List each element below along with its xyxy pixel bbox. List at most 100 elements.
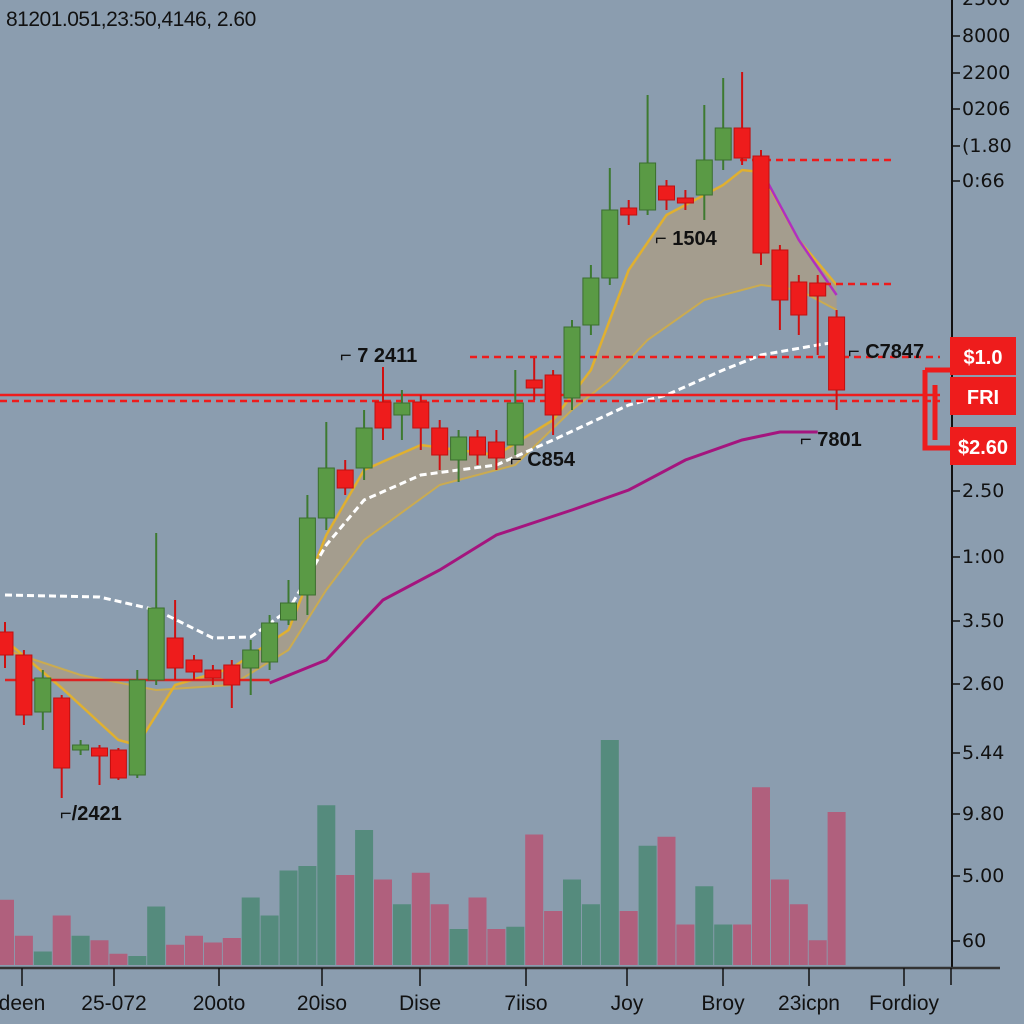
candle-body bbox=[450, 436, 468, 461]
y-tick-label: 0:66 bbox=[962, 170, 1005, 192]
volume-bar bbox=[14, 935, 33, 965]
price-tag-box bbox=[950, 427, 1016, 465]
volume-bar bbox=[411, 872, 430, 965]
candle-body bbox=[582, 277, 600, 326]
price-tag-10[interactable]: $1.0 bbox=[950, 337, 1016, 375]
x-tick-label: Broy bbox=[701, 992, 745, 1015]
price-annotation: ⌐ 7801 bbox=[800, 429, 862, 451]
candle-body bbox=[242, 649, 260, 669]
candle-body bbox=[676, 197, 694, 204]
volume-bar bbox=[279, 870, 298, 965]
volume-bar bbox=[808, 940, 827, 965]
volume-bar bbox=[166, 944, 185, 965]
x-tick-label: 7iiso bbox=[504, 992, 547, 1015]
x-tick-label: 20iso bbox=[297, 992, 347, 1015]
volume-bar bbox=[752, 787, 770, 965]
candle-body bbox=[487, 441, 505, 459]
volume-bar bbox=[109, 953, 128, 965]
y-tick-label: 5.44 bbox=[962, 742, 1004, 764]
price-annotation: ⌐ 7 2411 bbox=[340, 345, 417, 367]
candle-body bbox=[714, 127, 732, 161]
price-annotation: ⌐ C854 bbox=[510, 449, 576, 471]
y-tick-label: 3.50 bbox=[962, 610, 1004, 632]
volume-bar bbox=[468, 897, 487, 965]
y-tick-label: 2200 bbox=[962, 62, 1010, 84]
volume-bar bbox=[336, 875, 355, 965]
volume-bar bbox=[619, 911, 638, 965]
candle-body bbox=[506, 402, 524, 446]
ma-magenta-line bbox=[269, 430, 818, 685]
y-tick-label: 1:00 bbox=[962, 546, 1005, 568]
price-tag-fri[interactable]: FRI bbox=[950, 377, 1016, 415]
candle-body bbox=[109, 749, 127, 779]
price-annotation: ⌐/2421 bbox=[60, 803, 122, 825]
x-tick-label: Fordioy bbox=[869, 992, 940, 1015]
candle-body bbox=[317, 467, 335, 519]
candle-body bbox=[431, 427, 449, 456]
price-tag-box bbox=[950, 377, 1016, 415]
price-annotation: ⌐ C7847 bbox=[848, 341, 924, 363]
candle-body bbox=[563, 326, 581, 399]
x-tick-label: Joy bbox=[611, 992, 644, 1015]
candle-body bbox=[204, 669, 222, 679]
volume-bar bbox=[449, 929, 468, 965]
candle-body bbox=[34, 677, 52, 713]
y-tick-label: 2.50 bbox=[962, 480, 1004, 502]
price-annotation: ⌐ 1504 bbox=[655, 228, 718, 250]
y-tick-label: 60 bbox=[962, 930, 986, 952]
x-tick-label: 23icpn bbox=[778, 992, 840, 1015]
x-tick-label: deen bbox=[0, 992, 45, 1015]
volume-bar bbox=[374, 879, 392, 965]
volume-bar bbox=[770, 879, 789, 965]
candle-body bbox=[393, 402, 411, 416]
volume-bar bbox=[0, 899, 14, 965]
candle-body bbox=[752, 155, 770, 254]
candle-body bbox=[53, 697, 71, 769]
candle-body bbox=[374, 401, 392, 429]
candle-body bbox=[261, 622, 279, 663]
x-tick-label: 25-072 bbox=[81, 992, 146, 1015]
candle-body bbox=[91, 747, 108, 757]
candle-body bbox=[355, 427, 373, 469]
candle-body bbox=[147, 607, 165, 681]
ma-purple-line bbox=[759, 169, 838, 296]
price-tag-label: FRI bbox=[967, 387, 999, 409]
volume-bar bbox=[260, 915, 279, 965]
volume-bar bbox=[544, 911, 563, 965]
candle-body bbox=[336, 469, 354, 489]
candle-body bbox=[601, 209, 619, 279]
band-lower-line bbox=[4, 283, 838, 692]
candle-body bbox=[658, 185, 675, 201]
candle-body bbox=[469, 436, 486, 456]
volume-bar bbox=[695, 886, 714, 965]
volume-bar bbox=[147, 906, 166, 965]
x-tick-label: 20oto bbox=[193, 992, 246, 1015]
y-tick-label: 8000 bbox=[962, 25, 1010, 47]
candle-body bbox=[525, 379, 543, 389]
price-tag-box bbox=[950, 337, 1016, 375]
candle-body bbox=[828, 316, 846, 391]
volume-bar bbox=[789, 904, 808, 965]
volume-bar bbox=[676, 924, 695, 965]
volume-bar bbox=[563, 879, 581, 965]
volume-bar bbox=[827, 812, 846, 965]
volume-bar bbox=[392, 904, 411, 965]
candle-body bbox=[166, 637, 184, 669]
candle-body bbox=[412, 401, 430, 429]
candle-body bbox=[790, 281, 808, 316]
volume-bar bbox=[128, 956, 147, 965]
volume-bar bbox=[317, 805, 336, 965]
y-tick-label: 5.00 bbox=[962, 865, 1004, 887]
volume-bar bbox=[203, 942, 222, 965]
price-tag-260[interactable]: $2.60 bbox=[950, 427, 1016, 465]
candle-body bbox=[0, 631, 14, 656]
price-tag-bracket bbox=[922, 367, 950, 451]
volume-bar bbox=[487, 929, 506, 965]
volume-bar bbox=[581, 904, 600, 965]
y-tick-label: 2500 bbox=[962, 0, 1010, 10]
volume-bar bbox=[52, 915, 71, 965]
volume-bar bbox=[657, 836, 676, 965]
candle-body bbox=[72, 744, 90, 751]
